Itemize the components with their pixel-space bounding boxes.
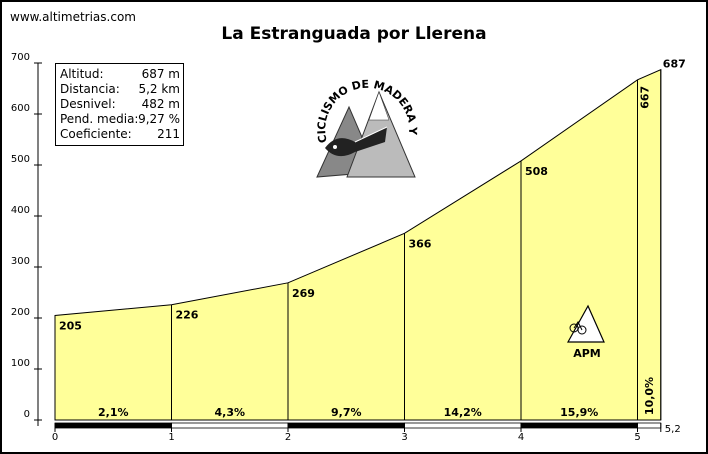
altitude-label: 205 [59, 319, 82, 332]
x-tick-label: 4 [518, 432, 524, 443]
stat-label: Altitud: [60, 67, 104, 81]
stat-value: 9,27 % [138, 112, 180, 126]
stat-value: 211 [157, 127, 180, 141]
y-tick-label: 500 [11, 154, 30, 165]
stat-value: 482 m [141, 97, 180, 111]
stats-box: Altitud: 687 m Distancia: 5,2 km Desnive… [55, 63, 184, 146]
x-tick-label: 3 [401, 432, 407, 443]
altitude-label: 667 [639, 86, 652, 109]
x-axis-bar-segment [637, 422, 662, 429]
stat-label: Pend. media: [60, 112, 139, 126]
y-tick-label: 200 [11, 307, 30, 318]
altitude-label: 226 [176, 309, 199, 322]
profile-area [54, 68, 662, 421]
stat-row-pendiente: Pend. media: 9,27 % [60, 112, 180, 127]
x-tick-label: 5 [634, 432, 640, 443]
stat-row-altitud: Altitud: 687 m [60, 67, 180, 82]
altitude-label: 687 [663, 58, 686, 71]
apm-logo-text: APM [573, 347, 601, 360]
x-axis-bar-segment [171, 422, 289, 429]
stat-value: 5,2 km [138, 82, 180, 96]
gradient-label: 4,3% [214, 406, 245, 419]
gradient-label: 2,1% [98, 406, 129, 419]
x-axis-bar-segment [520, 422, 638, 429]
site-url: www.altimetrias.com [10, 10, 136, 24]
stat-label: Coeficiente: [60, 127, 132, 141]
y-tick-label: 300 [11, 256, 30, 267]
gradient-label: 15,9% [560, 406, 598, 419]
axes: 0 100 200 300 400 500 600 700 0 1 2 3 4 5 5,2 [11, 52, 681, 443]
altitude-label: 508 [525, 165, 548, 178]
altitude-label: 269 [292, 287, 315, 300]
club-logo: CICLISMO DE MADERA Y VIENTO [307, 72, 419, 178]
y-tick-label: 0 [24, 409, 30, 420]
stat-label: Distancia: [60, 82, 120, 96]
gradient-label: 9,7% [331, 406, 362, 419]
chart-labels: 2,1% 4,3% 9,7% 14,2% 15,9% 10,0% 205 226 269 366 5… [59, 58, 686, 419]
y-tick-label: 700 [11, 52, 30, 63]
stat-row-desnivel: Desnivel: 482 m [60, 97, 180, 112]
y-tick-label: 400 [11, 205, 30, 216]
stat-value: 687 m [141, 67, 180, 81]
x-tick-label: 0 [52, 432, 58, 443]
stat-row-coeficiente: Coeficiente: 211 [60, 127, 180, 142]
stat-label: Desnivel: [60, 97, 116, 111]
x-tick-label: 1 [168, 432, 174, 443]
gradient-label: 10,0% [643, 377, 656, 415]
y-tick-label: 100 [11, 358, 30, 369]
gradient-label: 14,2% [444, 406, 482, 419]
altitude-label: 366 [409, 237, 432, 250]
x-axis-bar-segment [404, 422, 522, 429]
y-tick-label: 600 [11, 103, 30, 114]
stat-row-distancia: Distancia: 5,2 km [60, 82, 180, 97]
x-tick-label: 5,2 [665, 424, 681, 435]
x-axis-bar-segment [287, 422, 405, 429]
apm-logo: APM [566, 304, 605, 360]
chart-title: La Estranguada por Llerena [221, 24, 487, 44]
x-axis-bar-segment [54, 422, 172, 429]
x-tick-label: 2 [285, 432, 291, 443]
